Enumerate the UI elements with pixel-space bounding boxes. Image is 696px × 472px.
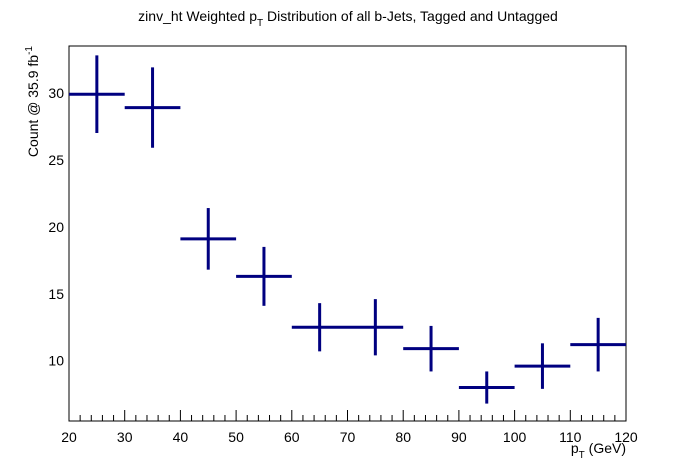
data-point [458, 371, 515, 404]
data-point [570, 317, 626, 372]
data-point [403, 325, 459, 372]
data-point [236, 246, 292, 306]
x-axis-ticks: 20 30 40 50 60 70 80 90 100 110 120 [61, 410, 638, 445]
data-point [124, 67, 181, 148]
y-axis-label-superscript: -1 [24, 46, 35, 55]
y-tick-label: 20 [48, 219, 64, 235]
y-axis-label-main: Count @ 35.9 fb [25, 55, 41, 157]
data-point [514, 343, 571, 389]
x-tick-label: 60 [284, 429, 300, 445]
x-axis-label-main: p [571, 440, 579, 456]
data-point [69, 55, 125, 134]
data-points [69, 55, 626, 404]
data-point [347, 299, 404, 356]
x-tick-label: 110 [559, 429, 582, 445]
y-axis-ticks: 10 15 20 25 30 [48, 85, 64, 369]
x-tick-label: 70 [340, 429, 356, 445]
x-tick-label: 20 [61, 429, 77, 445]
x-tick-label: 90 [451, 429, 467, 445]
chart-title-subscript: T [257, 18, 263, 29]
y-tick-label: 25 [48, 152, 64, 168]
y-tick-label: 30 [48, 85, 64, 101]
chart-title-main: zinv_ht Weighted p [138, 8, 257, 24]
x-tick-label: 30 [117, 429, 133, 445]
x-axis-label-rest: (GeV) [585, 440, 626, 456]
x-axis-label-subscript: T [579, 450, 585, 461]
y-tick-label: 10 [48, 353, 64, 369]
x-tick-label: 120 [614, 429, 638, 445]
chart-title-rest: Distribution of all b-Jets, Tagged and U… [263, 8, 558, 24]
x-axis-label: pT (GeV) [571, 440, 626, 461]
data-point [291, 303, 348, 352]
x-tick-label: 40 [173, 429, 189, 445]
data-point [180, 208, 237, 270]
y-axis-label: Count @ 35.9 fb-1 [24, 46, 41, 158]
x-tick-label: 100 [503, 429, 527, 445]
y-tick-label: 15 [48, 286, 64, 302]
x-tick-label: 50 [228, 429, 244, 445]
chart-title: zinv_ht Weighted pT Distribution of all … [138, 8, 558, 29]
x-tick-label: 80 [395, 429, 411, 445]
